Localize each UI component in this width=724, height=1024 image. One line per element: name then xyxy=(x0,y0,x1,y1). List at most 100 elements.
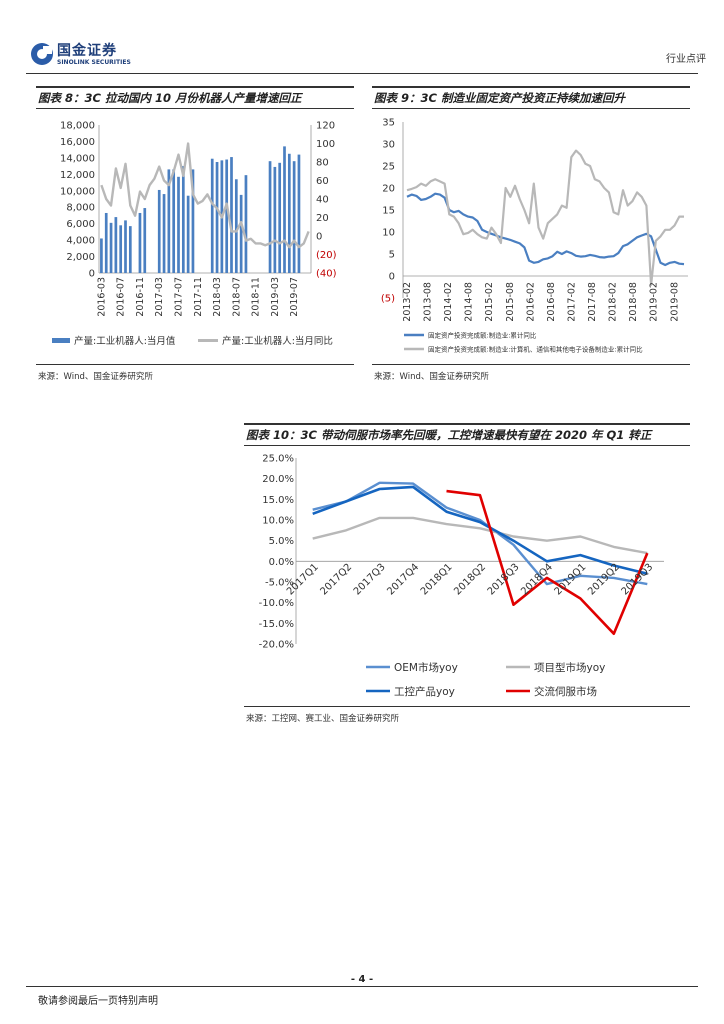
fig8-yright-tick: 0 xyxy=(316,232,322,243)
fig10-x-tick: 2017Q4 xyxy=(385,562,421,598)
fig10-series-line xyxy=(446,489,649,635)
fig10-y-tick: 0.0% xyxy=(269,557,294,568)
fig9-y-tick: 20 xyxy=(382,184,395,195)
fig8-bar xyxy=(186,195,190,273)
fig8-bar xyxy=(283,146,286,273)
fig10-y-tick: -10.0% xyxy=(259,598,294,609)
fig8-yleft-tick: 8,000 xyxy=(66,203,95,214)
fig9-x-tick: 2014-02 xyxy=(443,282,454,322)
fig8-bar xyxy=(181,166,185,273)
fig9-title-rule xyxy=(372,108,690,109)
header: 国金证券 SINOLINK SECURITIES 行业点评 xyxy=(26,40,706,74)
fig10-y-tick: 25.0% xyxy=(262,454,294,465)
fig8-top-rule xyxy=(36,86,354,88)
fig8-bar xyxy=(225,159,229,273)
fig8-yleft-tick: 6,000 xyxy=(66,219,95,230)
fig9-x-tick: 2013-02 xyxy=(402,282,413,322)
fig9-x-tick: 2013-08 xyxy=(423,282,434,322)
fig8-bar xyxy=(278,162,282,273)
fig8-yright-tick: 20 xyxy=(316,213,329,224)
fig8-yleft-tick: 10,000 xyxy=(60,186,95,197)
fig8-bar xyxy=(210,158,214,273)
fig9-x-tick: 2019-08 xyxy=(669,282,680,322)
fig8-yright-tick: 80 xyxy=(316,158,329,169)
fig8-x-tick: 2018-07 xyxy=(231,277,242,317)
fig8-yright-tick: 100 xyxy=(316,139,335,150)
fig8-title-rule xyxy=(36,108,354,109)
fig10-y-tick: -5.0% xyxy=(265,578,294,589)
fig9-legend-1: 固定资产投资完成额:制造业:累计同比 xyxy=(428,331,537,340)
fig8-bar xyxy=(100,238,103,273)
fig9-chart: 35 30 25 20 15 10 5 0 (5) 2013-02 2013-08 2014-02 20… xyxy=(381,118,688,354)
fig8-yright-tick: 120 xyxy=(316,121,335,132)
fig10-legend-label: 项目型市场yoy xyxy=(534,661,605,674)
fig10-y-tick: 10.0% xyxy=(262,516,294,527)
fig8-bar xyxy=(177,176,180,273)
fig8-yleft-tick: 2,000 xyxy=(66,252,95,263)
fig8-x-tick: 2016-03 xyxy=(96,277,107,317)
fig10-series-line xyxy=(312,485,648,575)
fig8-yright-tick: (40) xyxy=(316,269,337,280)
header-rule xyxy=(26,73,698,74)
fig8-yleft-tick: 14,000 xyxy=(60,153,95,164)
fig8-bar xyxy=(109,222,113,273)
fig8-bar xyxy=(292,161,296,273)
logo-cn: 国金证券 xyxy=(57,43,117,59)
fig8-bar xyxy=(191,169,195,273)
fig10-series-line xyxy=(312,481,648,586)
fig9-x-tick: 2015-02 xyxy=(484,282,495,322)
page-number: - 4 - xyxy=(350,974,374,985)
fig8-bar xyxy=(119,225,123,273)
fig8-bar xyxy=(215,162,219,273)
fig9-x-tick: 2017-02 xyxy=(566,282,577,322)
fig8-bar xyxy=(114,217,118,273)
fig10-y-tick: 5.0% xyxy=(269,536,294,547)
fig10-title-rule xyxy=(244,445,690,446)
fig8-x-tick: 2018-11 xyxy=(251,277,262,317)
fig9-x-tick: 2017-08 xyxy=(587,282,598,322)
fig9-y-tick: 30 xyxy=(382,140,395,151)
fig8-bar xyxy=(239,194,243,273)
fig8-bar xyxy=(128,226,132,273)
fig8-bar xyxy=(124,220,127,273)
fig9-y-tick: (5) xyxy=(381,294,395,305)
fig8-bar xyxy=(157,189,161,273)
fig9-y-tick: 25 xyxy=(382,162,395,173)
fig10-legend-label: OEM市场yoy xyxy=(394,661,458,674)
fig10-legend-label: 工控产品yoy xyxy=(394,685,455,698)
fig8-yleft-tick: 12,000 xyxy=(60,170,95,181)
fig8-legend-bar: 产量:工业机器人:当月值 xyxy=(74,335,176,347)
fig8-bottom-rule xyxy=(36,364,354,365)
fig9-source: 来源：Wind、国金证券研究所 xyxy=(374,372,489,382)
fig10-legend-label: 交流伺服市场 xyxy=(534,685,597,698)
fig8-bar xyxy=(244,175,248,273)
fig8-bar xyxy=(230,157,233,273)
fig8-bar xyxy=(234,179,238,273)
fig8-x-tick: 2019-03 xyxy=(270,277,281,317)
fig10-y-tick: 15.0% xyxy=(262,495,294,506)
fig9-x-tick: 2016-02 xyxy=(525,282,536,322)
fig9-bottom-rule xyxy=(372,364,690,365)
fig8-bar xyxy=(138,212,142,273)
sinolink-logo-icon xyxy=(31,43,53,65)
fig8-yleft-tick: 18,000 xyxy=(60,121,95,132)
fig8-x-tick: 2016-07 xyxy=(116,277,127,317)
logo-en: SINOLINK SECURITIES xyxy=(57,59,131,66)
fig10-y-tick: 20.0% xyxy=(262,474,294,485)
fig10-x-tick: 2018Q3 xyxy=(486,562,522,598)
fig8-yright-tick: (20) xyxy=(316,250,337,261)
fig9-y-tick: 0 xyxy=(389,272,395,283)
fig8-x-tick: 2016-11 xyxy=(135,277,146,317)
fig8-yright-tick: 40 xyxy=(316,195,329,206)
fig10-series-line xyxy=(312,516,648,555)
fig8-legend-swatch-bar xyxy=(52,338,70,343)
fig8-bar xyxy=(143,208,147,273)
fig9-series-line xyxy=(406,149,684,286)
fig9-x-tick: 2018-02 xyxy=(608,282,619,322)
fig8-legend-line: 产量:工业机器人:当月同比 xyxy=(222,335,333,347)
fig8-bar xyxy=(104,212,108,273)
fig10-x-tick: 2018Q2 xyxy=(452,562,488,598)
fig8-x-tick: 2019-07 xyxy=(289,277,300,317)
fig9-y-tick: 5 xyxy=(389,250,395,261)
fig9-y-tick: 15 xyxy=(382,206,395,217)
